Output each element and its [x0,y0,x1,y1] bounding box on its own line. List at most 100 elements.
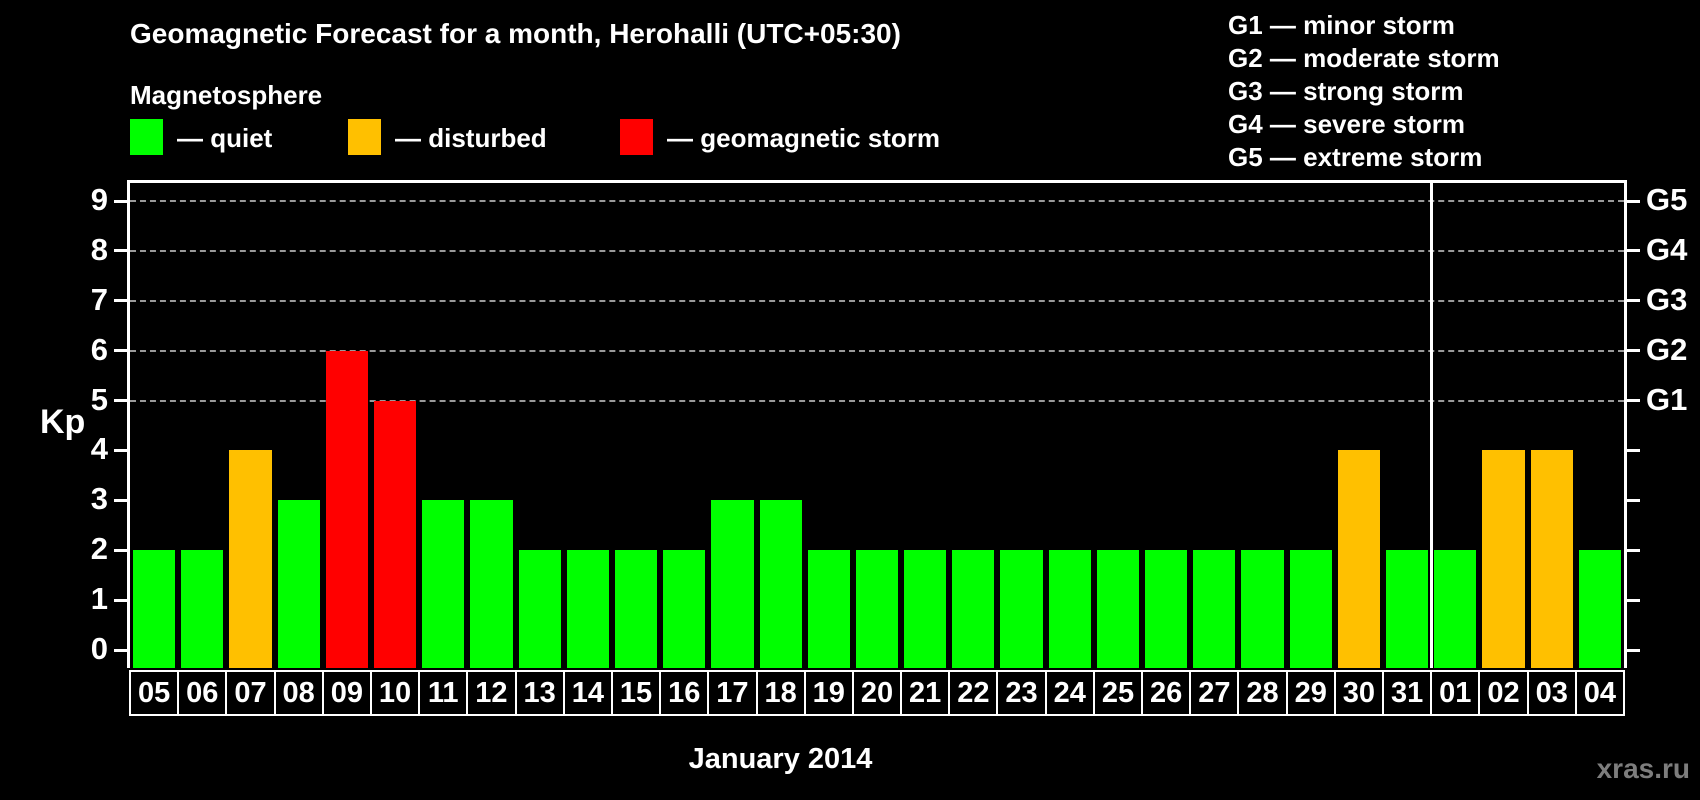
kp-axis-tick [114,399,127,403]
legend-label-storm: — geomagnetic storm [667,123,941,153]
gridline [130,200,1624,202]
kp-bar [470,500,513,668]
g-axis-label: G4 [1646,231,1688,267]
kp-tick-label: 5 [90,381,108,417]
day-label: 02 [1478,670,1529,716]
kp-bar [1289,550,1332,668]
kp-bar [518,550,561,668]
kp-bar [1482,450,1525,668]
day-label: 01 [1430,670,1481,716]
day-label: 12 [466,670,517,716]
kp-bar [133,550,176,668]
day-label: 25 [1092,670,1144,716]
g-axis-tick [1627,448,1640,452]
kp-bar [566,550,609,668]
kp-axis-tick [114,199,127,203]
day-label: 29 [1285,670,1336,716]
magnetosphere-label: Magnetosphere [130,80,323,110]
legend-swatch-quiet [130,119,163,155]
kp-bar [855,550,899,668]
day-label: 15 [610,670,662,716]
kp-axis-tick [114,349,127,353]
g-axis-tick [1627,399,1640,403]
day-label: 11 [418,670,469,716]
legend-swatch-storm [620,119,653,155]
legend-label-quiet: — quiet [177,123,273,153]
kp-bar [807,550,850,668]
gridline [130,299,1624,302]
kp-axis-tick [114,498,127,502]
kp-bar [1530,450,1573,668]
storm-scale-item: G5 — extreme storm [1228,142,1483,172]
g-axis-tick [1627,648,1640,652]
storm-scale-item: G3 — strong storm [1228,76,1464,106]
day-label: 21 [900,670,951,716]
day-label: 31 [1382,670,1433,716]
g-axis-tick [1627,498,1640,502]
watermark: xras.ru [1596,753,1690,784]
day-label: 19 [803,670,854,716]
kp-axis-tick [114,548,127,552]
day-label: 24 [1044,670,1095,716]
kp-tick-label: 9 [90,182,108,217]
kp-bar [1578,550,1621,668]
g-axis-tick [1627,249,1640,253]
g-axis-tick [1627,598,1640,602]
kp-axis-label: Kp [40,403,86,441]
gridline [130,399,1624,402]
day-label: 16 [659,670,710,716]
kp-bar [904,550,947,668]
day-label: 09 [321,670,372,716]
day-label: 06 [177,670,228,716]
gridline [130,249,1624,252]
kp-axis-tick [114,299,127,303]
day-label: 27 [1189,670,1240,716]
kp-bar [229,450,272,668]
legend-label-disturbed: — disturbed [395,123,547,153]
kp-tick-label: 7 [90,281,108,317]
kp-bar [373,400,417,668]
kp-bar [1048,550,1091,668]
kp-bar [614,550,658,668]
kp-bar [1434,550,1477,668]
day-label: 05 [129,670,180,716]
storm-scale-item: G1 — minor storm [1228,10,1455,40]
day-label: 30 [1333,670,1385,716]
g-axis-tick [1627,548,1640,552]
day-label: 20 [851,670,903,716]
storm-scale-item: G4 — severe storm [1228,109,1466,139]
day-label: 22 [948,670,999,716]
day-label: 28 [1237,670,1288,716]
kp-bar [325,350,368,668]
kp-bar [1241,550,1284,668]
kp-bar [1000,550,1043,668]
month-label: January 2014 [688,743,873,775]
day-label: 26 [1141,670,1192,716]
kp-tick-label: 3 [90,481,108,517]
kp-tick-label: 2 [90,531,108,567]
kp-bar [663,550,706,668]
day-label: 10 [369,670,421,716]
day-label: 14 [562,670,613,716]
kp-axis-tick [114,648,127,652]
kp-bar [952,550,995,668]
day-label: 07 [225,670,276,716]
g-axis-label: G1 [1646,381,1688,417]
kp-tick-label: 8 [90,231,108,267]
day-label: 03 [1526,670,1577,716]
kp-axis-tick [114,448,127,452]
legend-swatch-disturbed [348,119,381,155]
g-axis-label: G3 [1646,281,1688,317]
kp-bar [181,550,224,668]
kp-bar [422,500,465,668]
g-axis-label: G2 [1646,331,1688,367]
storm-scale-item: G2 — moderate storm [1228,43,1500,73]
day-label: 13 [514,670,565,716]
kp-bar [277,500,320,668]
day-label: 08 [273,670,324,716]
month-divider [1429,183,1433,668]
g-axis-tick [1627,199,1640,203]
day-label: 18 [755,670,806,716]
gridline [130,349,1624,352]
kp-bar [1193,550,1236,668]
